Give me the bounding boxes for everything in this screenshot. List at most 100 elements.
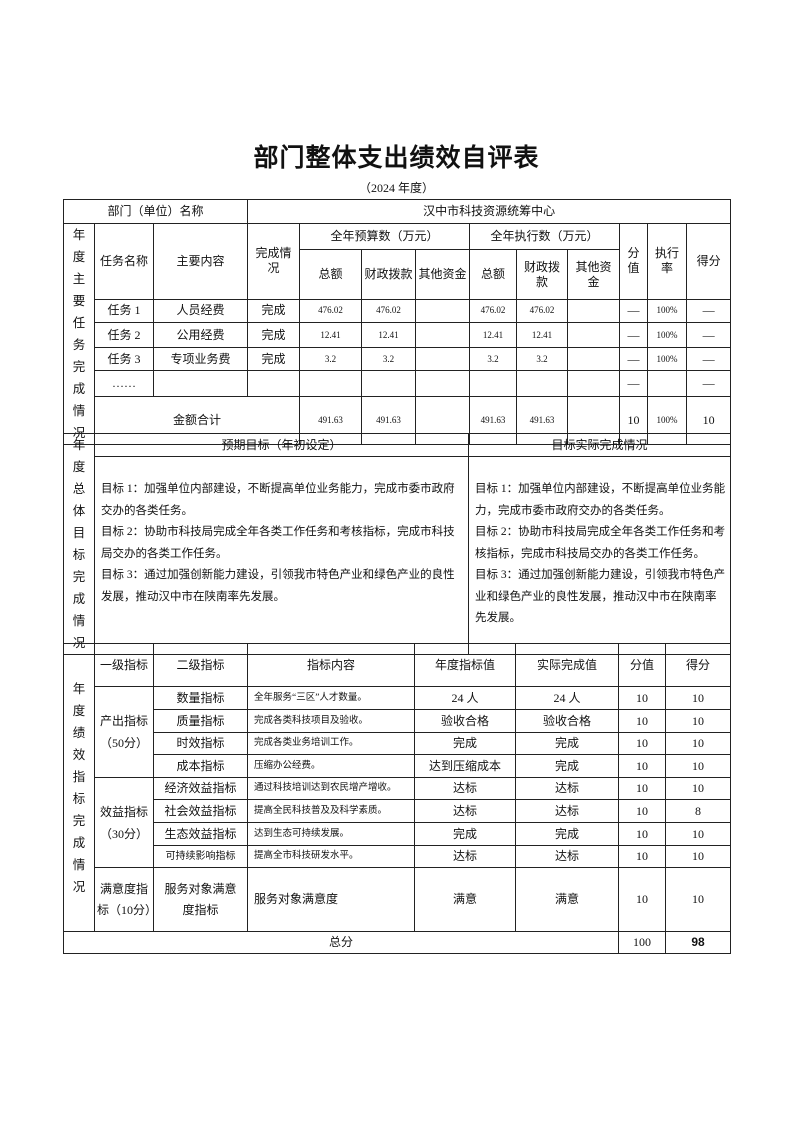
exec-total: 3.2 — [469, 347, 517, 372]
budget-fiscal: 476.02 — [361, 298, 416, 323]
score-value: 10 — [618, 777, 666, 800]
budget-fiscal — [361, 370, 416, 397]
score-value: 10 — [618, 799, 666, 823]
performance-indicator-table: 年度绩效指标完成情况 一级指标 二级指标 指标内容 年度指标值 实际完成值 分值… — [63, 643, 731, 954]
actual: 达标 — [515, 845, 619, 868]
level2: 数量指标 — [153, 686, 248, 710]
header-score: 得分 — [685, 223, 732, 300]
level2: 经济效益指标 — [153, 777, 248, 800]
score-value: — — [619, 347, 648, 372]
total-score: 98 — [665, 931, 731, 954]
task-status — [247, 370, 300, 397]
header-exec-rate: 执行率 — [647, 223, 687, 300]
header-exec-other: 其他资金 — [567, 249, 620, 300]
budget-total — [299, 370, 362, 397]
header-budget: 全年预算数（万元） — [299, 222, 470, 251]
header-content: 主要内容 — [153, 223, 248, 300]
page-subtitle: （2024 年度） — [358, 181, 434, 195]
indicator-content: 提高全市科技研发水平。 — [247, 845, 415, 868]
score-value: — — [619, 321, 648, 349]
task-content: 专项业务费 — [153, 347, 248, 372]
page-title: 部门整体支出绩效自评表 — [253, 143, 540, 172]
task-completion-table: 部门（单位）名称 汉中市科技资源统筹中心 年度主要任务完成情况 任务名称 主要内… — [63, 199, 732, 446]
score-value: 10 — [618, 732, 666, 755]
indicator-content: 全年服务“三区”人才数量。 — [247, 686, 415, 710]
score-value: — — [619, 370, 648, 397]
task-name: 任务 2 — [94, 321, 154, 349]
score-value: 10 — [618, 709, 666, 733]
score-value: 10 — [618, 822, 666, 846]
score-value: 10 — [618, 686, 666, 710]
indicator-content: 服务对象满意度 — [247, 867, 415, 932]
table-row: 成本指标 压缩办公经费。 达到压缩成本 完成 10 10 — [64, 754, 731, 778]
budget-fiscal: 12.41 — [361, 321, 416, 349]
score: 10 — [665, 686, 731, 710]
budget-other — [415, 298, 470, 323]
actual: 验收合格 — [515, 709, 619, 733]
header-exec-total: 总额 — [469, 249, 517, 300]
group-benefit: 效益指标（30分） — [94, 777, 154, 868]
exec-other — [567, 347, 620, 372]
score: 10 — [665, 732, 731, 755]
target: 完成 — [414, 732, 516, 755]
table-row: 可持续影响指标 提高全市科技研发水平。 达标 达标 10 10 — [64, 845, 731, 868]
group-output: 产出指标（50分） — [94, 686, 154, 778]
score: — — [685, 298, 732, 323]
total-score-value: 100 — [618, 931, 666, 954]
table-row: 时效指标 完成各类业务培训工作。 完成 完成 10 10 — [64, 732, 731, 755]
indicator-content: 达到生态可持续发展。 — [247, 822, 415, 846]
expected-goal-text: 目标 1：加强单位内部建设，不断提高单位业务能力，完成市委市政府交办的各类任务。… — [94, 456, 469, 655]
score: 10 — [665, 709, 731, 733]
actual: 满意 — [515, 867, 619, 932]
total-row: 总分 100 98 — [63, 931, 731, 954]
task-name: …… — [94, 370, 154, 397]
exec-fiscal — [516, 370, 568, 397]
budget-total: 476.02 — [299, 298, 362, 323]
indicator-content: 通过科技培训达到农民增产增收。 — [247, 777, 415, 800]
header-score: 得分 — [665, 643, 731, 687]
level2: 服务对象满意度指标 — [153, 867, 248, 932]
score-value: — — [619, 298, 648, 323]
header-score-value: 分值 — [619, 223, 648, 300]
actual: 达标 — [515, 799, 619, 823]
exec-fiscal: 476.02 — [516, 298, 568, 323]
indicator-content: 完成各类科技项目及验收。 — [247, 709, 415, 733]
budget-total: 3.2 — [299, 347, 362, 372]
target: 满意 — [414, 867, 516, 932]
dept-value: 汉中市科技资源统筹中心 — [246, 199, 732, 224]
table-row: 社会效益指标 提高全民科技普及及科学素质。 达标 达标 10 8 — [64, 799, 731, 823]
section2-side-label: 年度总体目标完成情况 — [63, 433, 95, 655]
target: 达标 — [414, 845, 516, 868]
actual: 24 人 — [515, 686, 619, 710]
exec-other — [567, 321, 620, 349]
target: 完成 — [414, 822, 516, 846]
actual-goal-header: 目标实际完成情况 — [468, 432, 731, 458]
exec-rate — [647, 370, 687, 397]
header-indicator-content: 指标内容 — [247, 643, 415, 687]
indicator-content: 压缩办公经费。 — [247, 754, 415, 778]
budget-fiscal: 3.2 — [361, 347, 416, 372]
target: 验收合格 — [414, 709, 516, 733]
budget-other — [415, 321, 470, 349]
exec-rate: 100% — [647, 347, 687, 372]
target: 24 人 — [414, 686, 516, 710]
table-row: 满意度指标（10分） 服务对象满意度指标 服务对象满意度 满意 满意 10 10 — [64, 867, 731, 932]
level2: 质量指标 — [153, 709, 248, 733]
exec-other — [567, 370, 620, 397]
score: — — [685, 347, 732, 372]
level2: 社会效益指标 — [153, 799, 248, 823]
score-value: 10 — [618, 867, 666, 932]
table-row: 任务 3 专项业务费 完成 3.2 3.2 3.2 3.2 — 100% — — [64, 347, 732, 372]
target: 达标 — [414, 777, 516, 800]
exec-total — [469, 370, 517, 397]
header-score-value: 分值 — [618, 643, 666, 687]
header-status: 完成情况 — [247, 223, 300, 300]
exec-total: 12.41 — [469, 321, 517, 349]
exec-total: 476.02 — [469, 298, 517, 323]
task-status: 完成 — [247, 321, 300, 349]
level2: 时效指标 — [153, 732, 248, 755]
budget-other — [415, 347, 470, 372]
score: 10 — [665, 867, 731, 932]
exec-rate: 100% — [647, 321, 687, 349]
header-exec-fiscal: 财政拨款 — [516, 249, 568, 300]
